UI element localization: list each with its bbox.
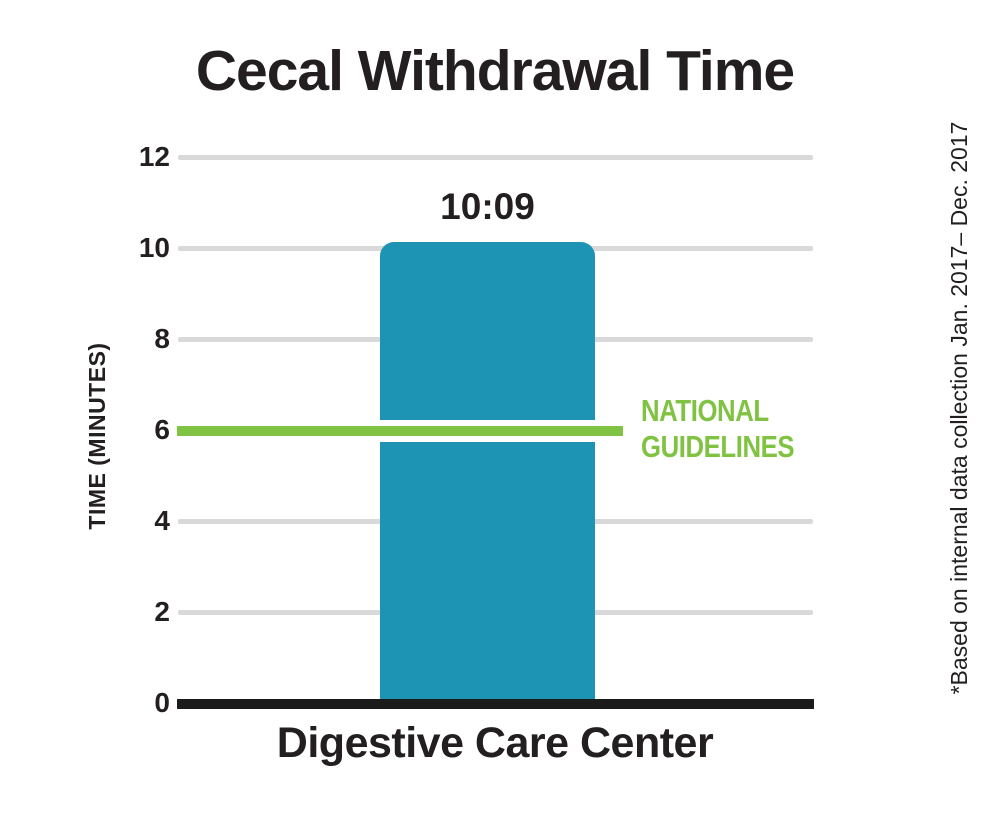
x-category-label: Digestive Care Center [276, 719, 714, 767]
y-tick-label-0: 0 [154, 687, 170, 718]
bar-digestive-care-center [380, 242, 595, 703]
y-tick-label-8: 8 [154, 323, 170, 354]
guidelines-label-line1: NATIONAL [641, 393, 769, 428]
y-tick-label-6: 6 [154, 414, 170, 445]
gridline-12 [178, 155, 813, 160]
y-tick-label-12: 12 [138, 141, 170, 172]
y-tick-label-2: 2 [154, 596, 170, 627]
national-guidelines-label: NATIONAL GUIDELINES [641, 393, 795, 465]
x-axis-line [177, 699, 814, 709]
chart-title: Cecal Withdrawal Time [195, 39, 795, 103]
guidelines-label-line2: GUIDELINES [641, 429, 795, 464]
y-tick-label-4: 4 [154, 505, 170, 536]
footnote-rotated: *Based on internal data collection Jan. … [946, 121, 972, 695]
bar-value-label: 10:09 [440, 186, 535, 227]
y-tick-label-10: 10 [138, 232, 170, 263]
national-guidelines-line [177, 420, 623, 442]
